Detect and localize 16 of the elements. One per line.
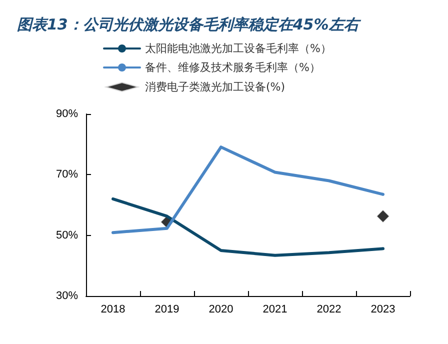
- x-tick-label: 2020: [208, 304, 234, 316]
- y-tick-label: 90%: [56, 108, 78, 120]
- y-tick-label: 70%: [56, 168, 78, 181]
- line-series: [112, 197, 384, 257]
- legend-label: 消费电子类激光加工设备(%): [145, 80, 286, 94]
- x-tick-label: 2021: [262, 304, 288, 316]
- legend-label: 备件、维修及技术服务毛利率（%）: [145, 61, 320, 74]
- x-tick-label: 2018: [100, 304, 126, 316]
- chart-title: 图表13：公司光伏激光设备毛利率稳定在45%左右: [17, 16, 362, 34]
- line-series: [112, 146, 384, 234]
- y-tick-label: 50%: [56, 229, 78, 242]
- x-tick-label: 2022: [316, 304, 342, 316]
- y-tick-label: 30%: [56, 290, 78, 302]
- x-tick-label: 2019: [154, 304, 180, 316]
- x-tick-label: 2023: [370, 304, 396, 316]
- legend-label: 太阳能电池激光加工设备毛利率（%）: [145, 42, 332, 55]
